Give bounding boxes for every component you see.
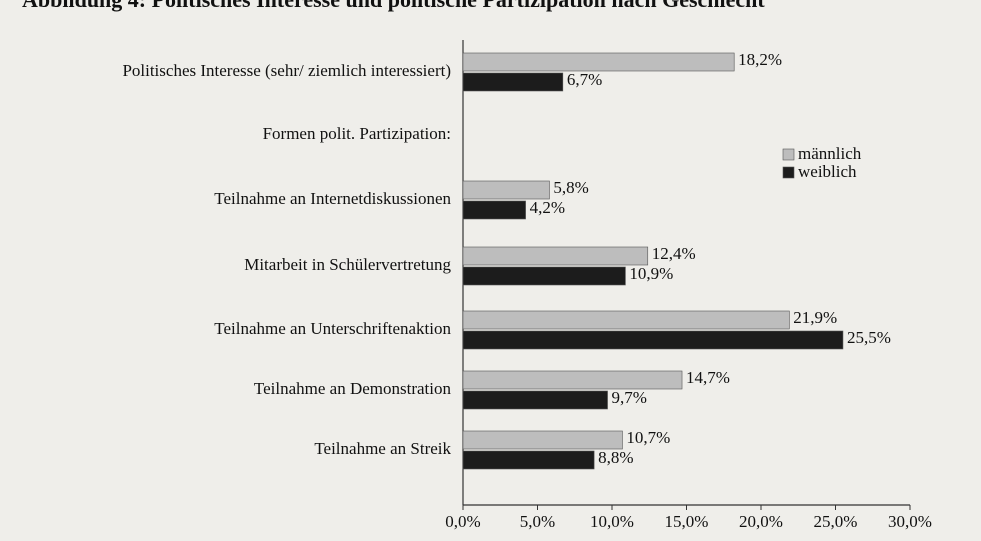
x-tick-label: 20,0% [739, 512, 783, 531]
legend-label: männlich [798, 144, 862, 163]
data-label: 21,9% [793, 308, 837, 327]
bar [462, 72, 564, 92]
category-label: Politisches Interesse (sehr/ ziemlich in… [122, 61, 451, 80]
bar [462, 310, 790, 330]
bar [462, 430, 623, 450]
x-tick-label: 25,0% [814, 512, 858, 531]
data-label: 9,7% [612, 388, 647, 407]
data-label: 6,7% [567, 70, 602, 89]
x-tick-label: 0,0% [445, 512, 480, 531]
x-tick-label: 15,0% [665, 512, 709, 531]
legend-swatch [782, 148, 795, 161]
legend-label: weiblich [798, 162, 857, 181]
bar [462, 180, 550, 200]
data-label: 8,8% [598, 448, 633, 467]
category-label: Mitarbeit in Schülervertretung [244, 255, 451, 274]
category-label: Teilnahme an Streik [314, 439, 451, 458]
category-label: Teilnahme an Internetdiskussionen [214, 189, 451, 208]
data-label: 18,2% [738, 50, 782, 69]
data-label: 25,5% [847, 328, 891, 347]
category-label: Formen polit. Partizipation: [263, 124, 451, 143]
data-label: 14,7% [686, 368, 730, 387]
chart-title: Abbildung 4: Politisches Interesse und p… [22, 0, 765, 12]
bar [462, 200, 526, 220]
x-tick-label: 10,0% [590, 512, 634, 531]
bar [462, 266, 626, 286]
bar [462, 330, 844, 350]
legend-swatch [782, 166, 795, 179]
data-label: 10,9% [629, 264, 673, 283]
bar [462, 390, 608, 410]
bar [462, 52, 735, 72]
data-label: 12,4% [652, 244, 696, 263]
category-label: Teilnahme an Demonstration [254, 379, 452, 398]
category-label: Teilnahme an Unterschriftenaktion [214, 319, 451, 338]
data-label: 4,2% [530, 198, 565, 217]
x-tick-label: 30,0% [888, 512, 932, 531]
bar [462, 450, 595, 470]
bar [462, 246, 649, 266]
data-label: 10,7% [626, 428, 670, 447]
x-tick-label: 5,0% [520, 512, 555, 531]
data-label: 5,8% [553, 178, 588, 197]
bar [462, 370, 683, 390]
